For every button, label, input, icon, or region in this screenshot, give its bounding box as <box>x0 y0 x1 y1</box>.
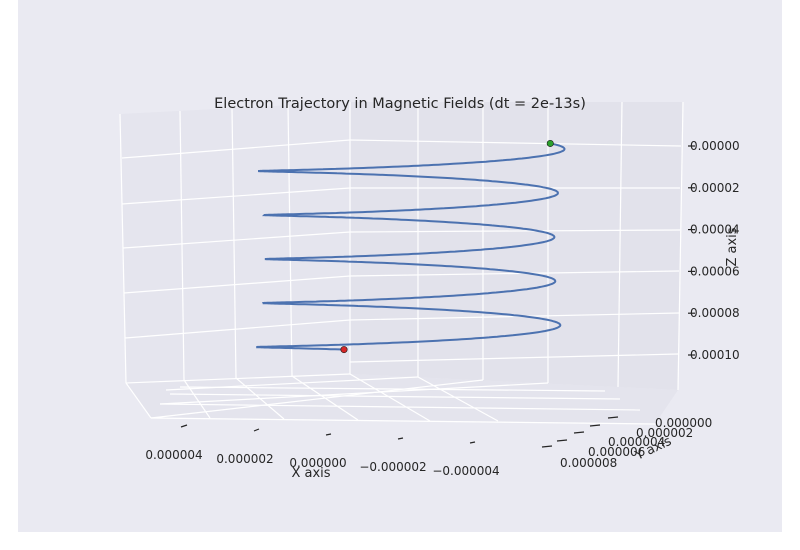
grid-line <box>159 403 641 411</box>
grid-line <box>122 231 351 249</box>
y-tick-label: 0.000000 <box>655 416 712 430</box>
grid-line <box>121 187 351 205</box>
x-axis-label: X axis <box>291 466 330 481</box>
grid-line <box>349 353 679 363</box>
grid-line <box>121 139 351 159</box>
grid-line <box>179 110 185 381</box>
y-tick-mark <box>589 424 601 427</box>
grid-line <box>150 379 484 419</box>
y-tick-mark <box>573 431 585 434</box>
series-line <box>255 142 566 351</box>
grid-line <box>231 108 237 379</box>
axis-ticks <box>180 145 695 448</box>
grid-line <box>123 275 351 294</box>
x-tick-mark <box>397 437 404 440</box>
floor-pane <box>126 374 678 424</box>
z-tick-label: 0.00010 <box>690 348 740 362</box>
tick-labels: 0.000004 0.000002 0.000000 −0.000002 −0.0000… <box>145 139 739 478</box>
z-tick-label: 0.00004 <box>690 223 740 237</box>
x-tick-mark <box>180 424 188 428</box>
y-tick-label: 0.000006 <box>588 445 645 459</box>
grid-line <box>159 382 549 405</box>
grid-lines <box>119 101 684 425</box>
x-tick-mark <box>469 441 476 444</box>
grid-line <box>124 319 351 339</box>
z-tick-label: 0.00002 <box>690 181 740 195</box>
grid-line <box>617 101 623 388</box>
x-tick-label: 0.000004 <box>145 448 202 462</box>
z-tick-label: 0.00006 <box>690 264 740 278</box>
y-tick-label: 0.000002 <box>636 426 693 440</box>
y-tick-mark <box>607 416 619 419</box>
x-tick-mark <box>253 428 260 432</box>
grid-line <box>125 382 152 419</box>
chart-title: Electron Trajectory in Magnetic Fields (… <box>214 96 586 112</box>
x-tick-label: −0.000002 <box>359 460 426 474</box>
grid-line <box>169 393 621 400</box>
x-tick-label: −0.000004 <box>432 464 499 478</box>
markers <box>340 139 554 354</box>
grid-line <box>287 104 293 377</box>
grid-line <box>349 312 680 321</box>
grid-line <box>677 101 684 391</box>
grid-line <box>349 373 431 422</box>
y-tick-mark <box>556 439 568 442</box>
grid-line <box>349 270 680 277</box>
z-tick-label: 0.00000 <box>690 139 740 153</box>
end-marker <box>340 346 348 354</box>
grid-line <box>125 373 351 384</box>
x-tick-mark <box>325 433 332 436</box>
z-tick-label: 0.00008 <box>690 306 740 320</box>
grid-line <box>119 113 127 384</box>
x-tick-label: 0.000000 <box>289 456 346 470</box>
y-tick-label: 0.000008 <box>560 456 617 470</box>
x-tick-label: 0.000002 <box>216 452 273 466</box>
y-tick-label: 0.000004 <box>608 435 665 449</box>
grid-line <box>417 376 499 422</box>
start-marker <box>546 139 554 147</box>
y-tick-mark <box>541 445 553 448</box>
grid-line <box>349 139 682 147</box>
grid-line <box>150 417 656 425</box>
grid-line <box>349 229 681 233</box>
grid-line <box>179 386 606 392</box>
z-axis-label: Z axis <box>725 227 740 266</box>
